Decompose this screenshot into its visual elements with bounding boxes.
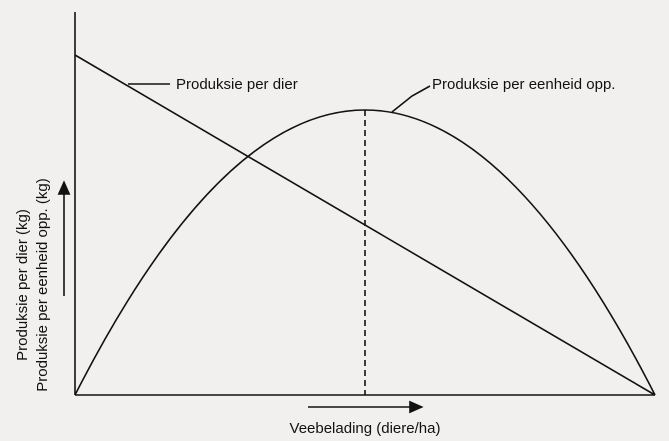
leader-per-area [391,85,431,113]
label-per-animal: Produksie per dier [176,76,298,93]
label-per-area: Produksie per eenheid opp. [432,76,615,93]
y-label-1: Produksie per dier (kg) [14,209,31,361]
y-label-2: Produksie per eenheid opp. (kg) [34,178,51,391]
x-label: Veebelading (diere/ha) [290,420,441,437]
